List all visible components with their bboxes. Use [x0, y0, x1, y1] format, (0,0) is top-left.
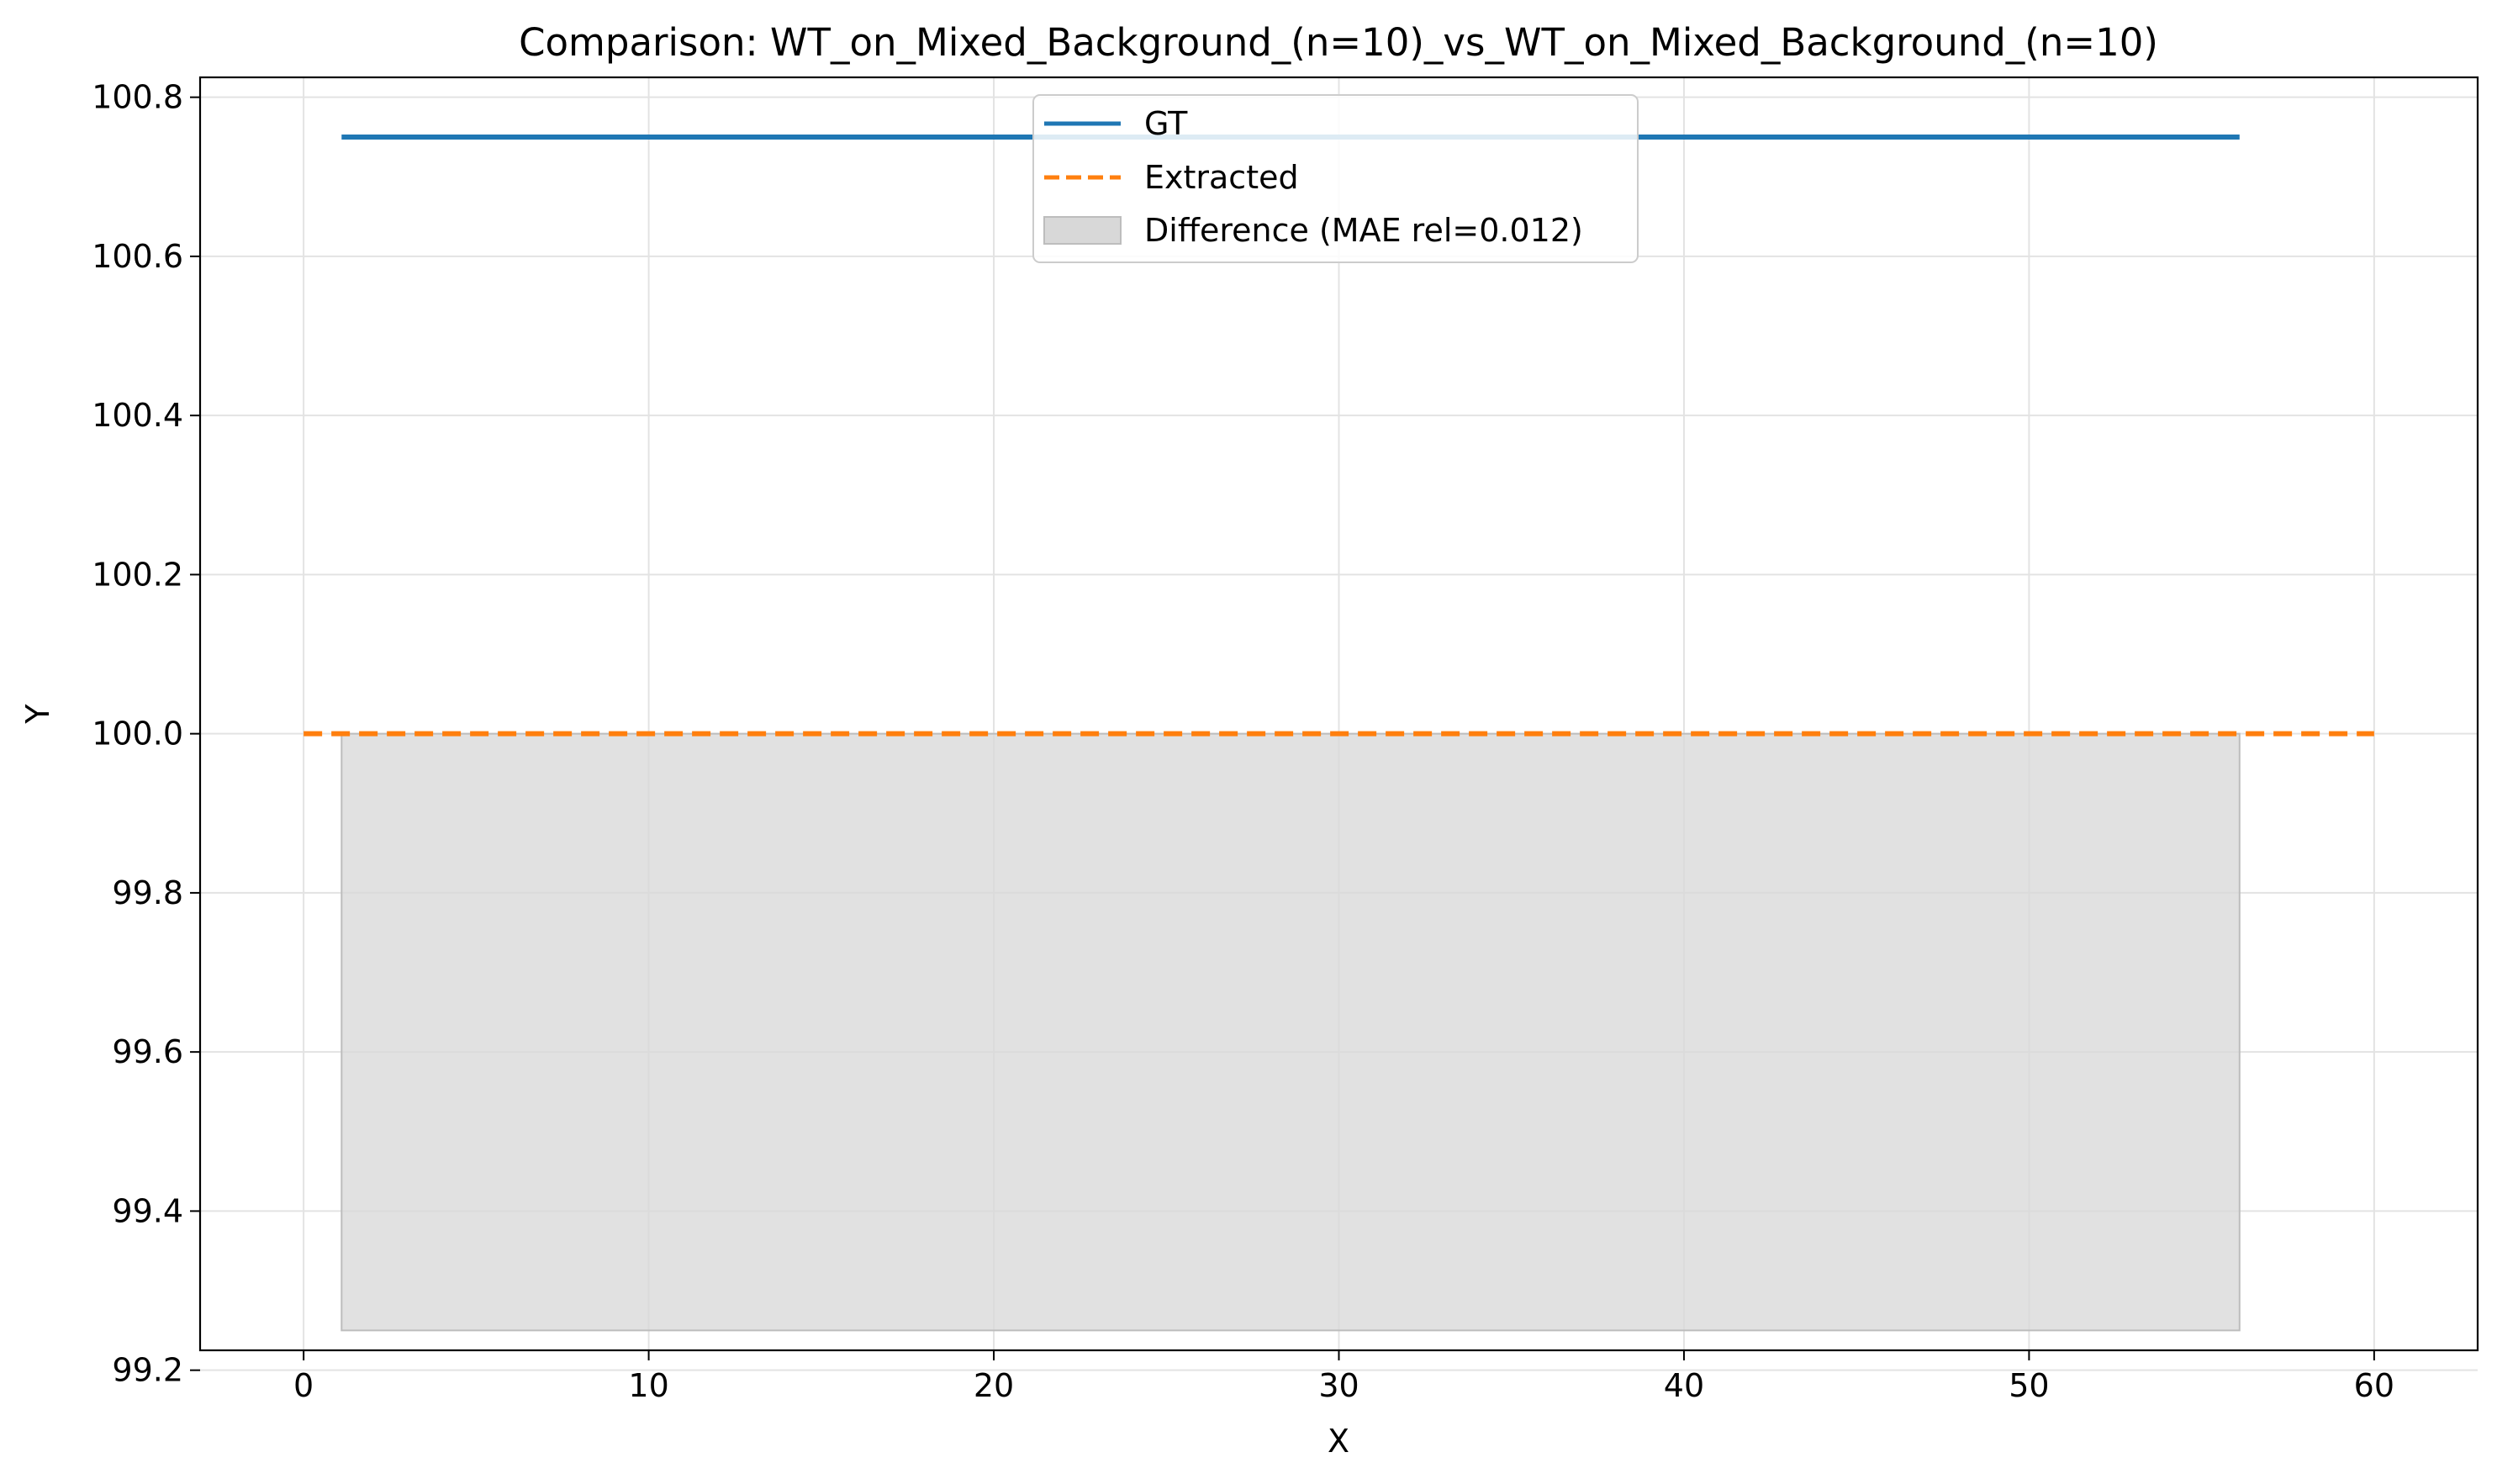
y-tick-label: 100.2 — [92, 556, 183, 593]
x-tick-label: 50 — [2009, 1367, 2049, 1404]
chart-title: Comparison: WT_on_Mixed_Background_(n=10… — [519, 20, 2158, 65]
y-tick-label: 99.8 — [112, 874, 183, 911]
x-axis-label: X — [1328, 1423, 1349, 1460]
legend-difference-label: Difference (MAE rel=0.012) — [1144, 212, 1583, 249]
x-tick-label: 60 — [2354, 1367, 2394, 1404]
y-tick-label: 99.2 — [112, 1352, 183, 1389]
legend-frame — [1032, 94, 1639, 263]
legend-extracted-label: Extracted — [1144, 159, 1299, 196]
x-tick-label: 30 — [1318, 1367, 1359, 1404]
difference-fill-region — [340, 732, 2241, 1332]
x-axis-ticks: 0 10 20 30 40 50 60 — [293, 1350, 2394, 1404]
x-tick-label: 40 — [1664, 1367, 1704, 1404]
legend-difference-swatch — [1043, 216, 1122, 245]
x-tick-label: 20 — [974, 1367, 1014, 1404]
y-tick-label: 100.8 — [92, 79, 183, 116]
y-tick-label: 99.4 — [112, 1192, 183, 1229]
y-tick-label: 99.6 — [112, 1033, 183, 1070]
y-tick-label: 100.4 — [92, 397, 183, 434]
x-tick-label: 10 — [628, 1367, 668, 1404]
legend-gt-label: GT — [1144, 105, 1188, 142]
y-axis-label: Y — [19, 704, 56, 725]
y-tick-label: 100.0 — [92, 716, 183, 753]
difference-fill-layer — [340, 732, 2241, 1332]
legend: GT Extracted Difference (MAE rel=0.012) — [1032, 94, 1639, 263]
y-axis-ticks: 99.2 99.4 99.6 99.8 100.0 100.2 100.4 100.6 100.… — [92, 79, 200, 1389]
y-tick-label: 100.6 — [92, 238, 183, 275]
x-tick-label: 0 — [293, 1367, 314, 1404]
